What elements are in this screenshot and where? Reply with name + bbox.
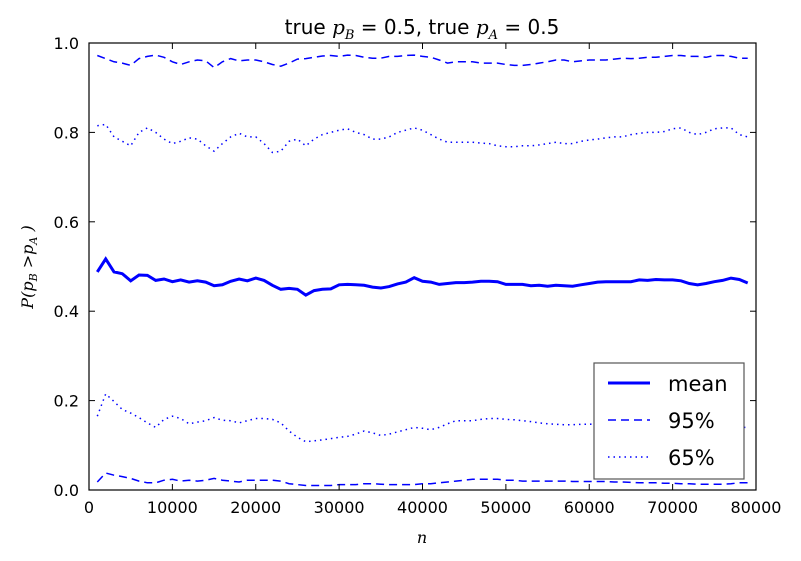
x-tick-label: 60000 — [564, 498, 615, 517]
series-line-65pct-lower — [96, 392, 748, 443]
y-tick-label: 1.0 — [54, 34, 79, 53]
y-axis-label: P(pB >pA ) — [18, 225, 40, 309]
title-middle: = 0.5, true — [354, 15, 475, 39]
x-tick-label: 0 — [84, 498, 94, 517]
title-pb-sub: B — [344, 28, 355, 43]
legend: mean 95% 65% — [593, 362, 745, 480]
x-tick-label: 80000 — [731, 498, 782, 517]
x-tick-label: 70000 — [647, 498, 698, 517]
x-tick-label: 20000 — [230, 498, 281, 517]
x-tick-label: 30000 — [314, 498, 365, 517]
x-tick-label: 10000 — [147, 498, 198, 517]
series-line-mean — [96, 256, 749, 297]
series-line-65pct — [97, 123, 748, 154]
y-tick-label: 0.2 — [54, 392, 79, 411]
ticks-layer: 0 10000 20000 30000 40000 50000 60000 70000 8000… — [54, 34, 782, 517]
ylabel-pa-sub: A — [27, 237, 40, 246]
y-tick-label: 0.6 — [54, 213, 79, 232]
title-pb-main: p — [332, 15, 345, 39]
title-prefix: true — [285, 15, 332, 39]
x-tick-label: 40000 — [397, 498, 448, 517]
y-tick-label: 0.0 — [54, 481, 79, 500]
ylabel-open: P( — [18, 291, 37, 310]
ylabel-pb-main: p — [18, 281, 37, 291]
series-line-95pct — [97, 54, 748, 69]
ylabel-pa-main: p — [18, 245, 37, 255]
plot-frame — [88, 42, 757, 491]
series-line-95pct-lower — [96, 472, 748, 487]
ylabel-gt: > — [18, 255, 37, 274]
ylabel-pb-sub: B — [27, 273, 40, 282]
title-pa-sub: A — [488, 28, 498, 43]
y-tick-label: 0.8 — [54, 123, 79, 142]
y-tick-label: 0.4 — [54, 302, 79, 321]
ylabel-close: ) — [18, 225, 37, 236]
legend-label-mean: mean — [668, 372, 728, 396]
legend-label-65: 65% — [668, 446, 715, 470]
title-suffix: = 0.5 — [498, 15, 559, 39]
x-axis-label: n — [417, 528, 427, 547]
title-pa-main: p — [476, 15, 489, 39]
series-layer — [96, 54, 749, 487]
chart-title: true pB = 0.5, true pA = 0.5 — [285, 15, 560, 43]
x-tick-label: 50000 — [480, 498, 531, 517]
legend-label-95: 95% — [668, 409, 715, 433]
